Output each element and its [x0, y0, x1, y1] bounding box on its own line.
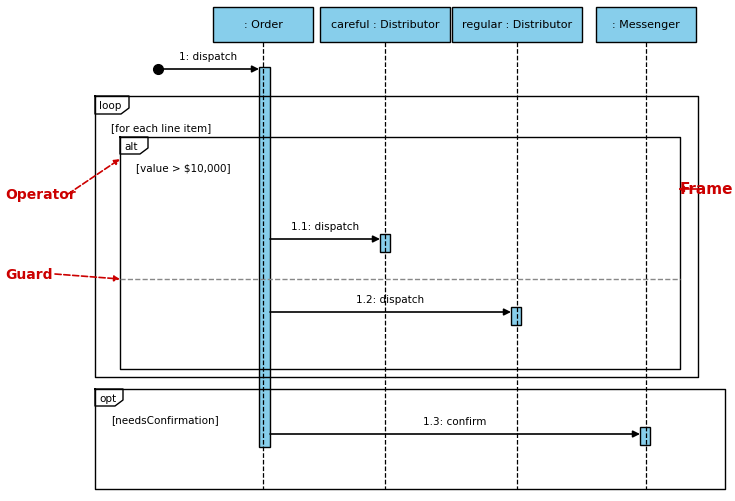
FancyBboxPatch shape: [320, 8, 450, 43]
Text: [value > $10,000]: [value > $10,000]: [136, 163, 231, 173]
Polygon shape: [95, 389, 123, 406]
Text: opt: opt: [99, 393, 116, 403]
Text: loop: loop: [99, 101, 121, 111]
FancyBboxPatch shape: [213, 8, 313, 43]
Text: Operator: Operator: [5, 188, 76, 201]
Polygon shape: [120, 138, 148, 155]
FancyBboxPatch shape: [259, 68, 270, 447]
FancyBboxPatch shape: [596, 8, 696, 43]
Text: Guard: Guard: [5, 268, 52, 282]
Text: [needsConfirmation]: [needsConfirmation]: [111, 414, 219, 424]
FancyBboxPatch shape: [380, 234, 390, 253]
Text: 1.3: confirm: 1.3: confirm: [423, 416, 487, 426]
Polygon shape: [95, 97, 129, 115]
Text: 1.2: dispatch: 1.2: dispatch: [356, 295, 425, 305]
Text: careful : Distributor: careful : Distributor: [331, 21, 440, 31]
FancyBboxPatch shape: [452, 8, 582, 43]
FancyBboxPatch shape: [640, 427, 650, 445]
Text: : Messenger: : Messenger: [612, 21, 680, 31]
Text: regular : Distributor: regular : Distributor: [462, 21, 572, 31]
FancyBboxPatch shape: [511, 308, 521, 325]
Text: Frame: Frame: [680, 182, 734, 197]
Text: 1: dispatch: 1: dispatch: [179, 52, 237, 62]
Text: alt: alt: [124, 142, 137, 152]
Text: 1.1: dispatch: 1.1: dispatch: [291, 221, 359, 231]
Text: : Order: : Order: [243, 21, 282, 31]
Text: [for each line item]: [for each line item]: [111, 123, 211, 133]
